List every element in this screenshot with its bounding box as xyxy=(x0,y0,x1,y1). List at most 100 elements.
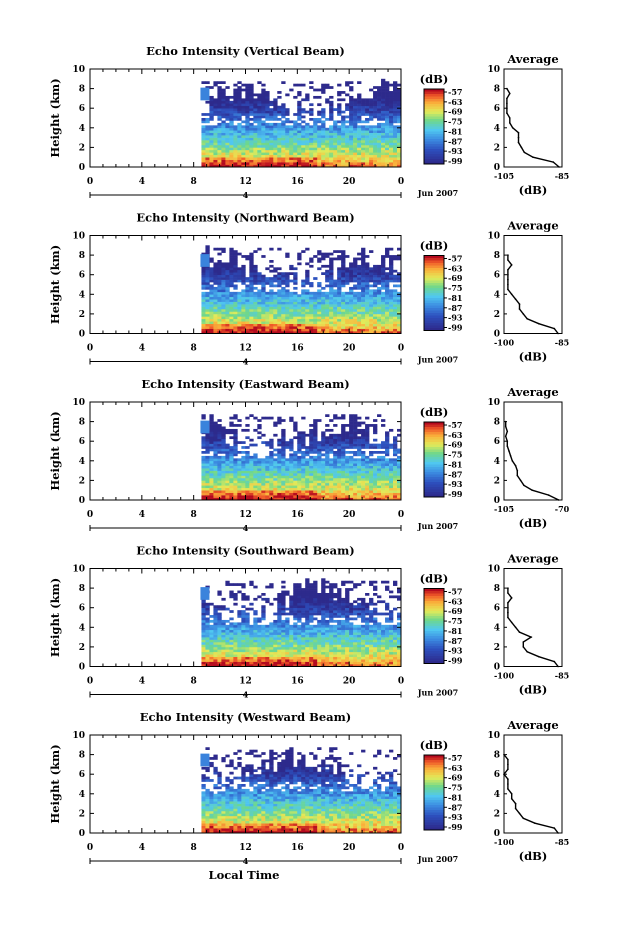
average-x-tick-label: -85 xyxy=(555,837,569,847)
y-tick-label: 4 xyxy=(79,457,85,467)
average-y-tick-label: 2 xyxy=(494,310,500,320)
colorbar-segment xyxy=(424,424,444,428)
colorbar-tick-label: -81 xyxy=(448,792,462,802)
colorbar-segment xyxy=(424,278,444,281)
colorbar-segment xyxy=(424,454,444,458)
date-label: Jun 2007 xyxy=(417,688,458,698)
colorbar-segment xyxy=(424,487,444,490)
average-profile-point xyxy=(507,269,509,271)
average-profile-point xyxy=(507,606,509,609)
x-tick-label: 16 xyxy=(291,843,304,853)
average-y-tick-label: 6 xyxy=(494,271,500,281)
colorbar-segment xyxy=(424,795,444,798)
average-y-tick-label: 0 xyxy=(494,330,500,340)
colorbar-segment xyxy=(424,111,444,115)
colorbar-segment xyxy=(424,328,444,331)
x-tick-label: 20 xyxy=(343,510,356,520)
x-tick-label: 8 xyxy=(191,177,197,187)
colorbar-segment xyxy=(424,611,444,614)
colorbar-segment xyxy=(424,626,444,629)
colorbar-tick-label: -63 xyxy=(448,596,463,606)
colorbar-segment xyxy=(424,469,444,473)
y-tick-label: 10 xyxy=(72,565,85,575)
average-profile-point xyxy=(522,313,525,315)
colorbar-segment xyxy=(424,593,444,597)
colorbar-tick-label: -99 xyxy=(448,822,463,832)
colorbar-segment xyxy=(424,457,444,460)
colorbar-segment xyxy=(424,787,444,791)
average-frame xyxy=(503,734,563,834)
colorbar-segment xyxy=(424,767,444,771)
colorbar-segment xyxy=(424,119,444,122)
average-y-tick-label: 4 xyxy=(494,290,500,300)
colorbar-segment xyxy=(424,300,444,304)
colorbar-segment xyxy=(424,618,444,622)
colorbar-segment xyxy=(424,124,444,127)
colorbar-segment xyxy=(424,325,444,329)
average-profile-point xyxy=(511,127,514,129)
colorbar-segment xyxy=(424,315,444,319)
colorbar-tick-label: -93 xyxy=(448,313,463,323)
average-profile-point xyxy=(526,318,528,320)
average-profile-point xyxy=(509,92,511,95)
colorbar-segment xyxy=(424,656,444,659)
colorbar-segment xyxy=(424,482,444,485)
average-y-tick-label: 0 xyxy=(494,829,500,839)
average-title: Average xyxy=(506,718,558,732)
colorbar-frame xyxy=(423,421,445,498)
average-profile-point xyxy=(510,293,513,296)
y-axis-label: Height (km) xyxy=(48,245,62,324)
colorbar-segment xyxy=(424,775,444,778)
average-x-tick-label: -85 xyxy=(555,338,569,348)
colorbar-tick-label: -57 xyxy=(448,753,462,763)
colorbar-segment xyxy=(424,785,444,788)
average-y-tick-label: 6 xyxy=(494,604,500,614)
colorbar-segment xyxy=(424,313,444,316)
colorbar-segment xyxy=(424,792,444,796)
average-profile-point xyxy=(523,151,526,154)
average-y-tick-label: 6 xyxy=(494,104,500,114)
colorbar-segment xyxy=(424,770,444,773)
average-profile-point xyxy=(553,827,556,829)
x-tick-label: 0 xyxy=(87,177,93,187)
average-profile-point xyxy=(507,602,509,604)
heatmap-cells xyxy=(200,753,210,767)
colorbar-segment xyxy=(424,653,444,657)
y-tick-label: 10 xyxy=(72,232,85,242)
colorbar-segment xyxy=(424,121,444,125)
average-y-tick-label: 2 xyxy=(494,476,500,486)
colorbar-segment xyxy=(424,646,444,649)
colorbar-tick-label: -81 xyxy=(448,293,462,303)
average-y-tick-label: 10 xyxy=(487,232,500,242)
day-label: 4 xyxy=(243,357,249,367)
chart-title: Echo Intensity (Southward Beam) xyxy=(136,544,354,558)
colorbar-tick-label: -93 xyxy=(448,479,463,489)
colorbar-tick-label: -63 xyxy=(448,763,463,773)
average-profile-line xyxy=(507,255,559,334)
average-profile-point xyxy=(507,768,509,771)
average-profile-point xyxy=(557,332,559,335)
average-profile-point xyxy=(506,97,508,100)
average-profile-point xyxy=(506,107,508,109)
colorbar-segment xyxy=(424,459,444,463)
colorbar-tick-label: -87 xyxy=(448,802,462,812)
average-y-tick-label: 0 xyxy=(494,496,500,506)
x-tick-label: 0 xyxy=(87,344,93,354)
heatmap-cells xyxy=(200,87,210,101)
colorbar-tick-label: -57 xyxy=(448,87,462,97)
average-profile-point xyxy=(522,646,525,648)
colorbar-segment xyxy=(424,427,444,430)
day-label: 4 xyxy=(243,856,249,866)
colorbar-segment xyxy=(424,134,444,137)
colorbar-segment xyxy=(424,161,444,165)
colorbar-segment xyxy=(424,628,444,632)
heatmap-cells xyxy=(200,254,210,267)
average-frame xyxy=(503,68,563,168)
x-tick-label: 12 xyxy=(239,177,252,187)
x-tick-label: 8 xyxy=(191,510,197,520)
average-x-label: (dB) xyxy=(519,849,548,863)
y-tick-label: 8 xyxy=(79,251,85,261)
y-tick-label: 6 xyxy=(79,604,85,614)
average-profile-point xyxy=(518,308,521,310)
average-profile-point xyxy=(510,621,513,624)
